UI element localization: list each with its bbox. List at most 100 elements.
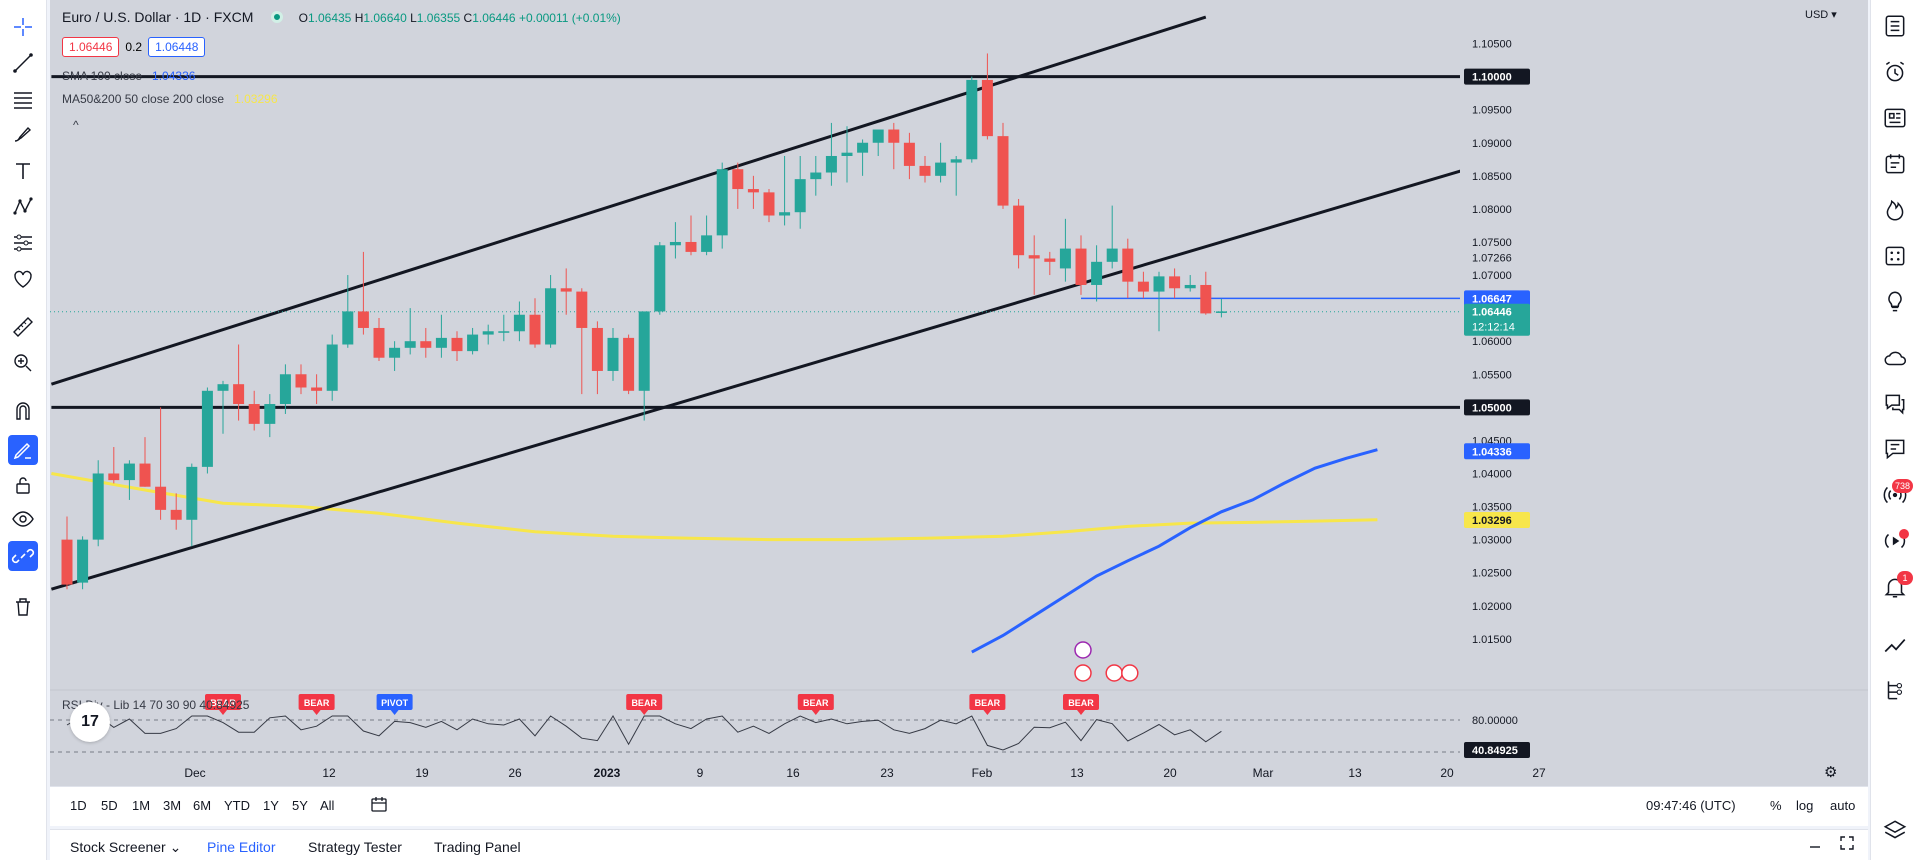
alarm-clock-icon[interactable] bbox=[1877, 54, 1913, 90]
symbol-title[interactable]: Euro / U.S. Dollar · 1D · FXCM bbox=[62, 9, 254, 25]
range-6m-button[interactable]: 6M bbox=[193, 798, 212, 813]
rsi-signal-pivot bbox=[376, 694, 413, 710]
tab-strategy-tester[interactable]: Strategy Tester bbox=[308, 839, 402, 855]
hotlists-fire-icon[interactable] bbox=[1877, 192, 1913, 228]
price-tag-last bbox=[1464, 303, 1530, 336]
sell-price-button[interactable]: 1.06446 bbox=[62, 37, 120, 57]
streams-cloud-icon[interactable] bbox=[1877, 340, 1913, 376]
buy-sell-panel: 1.06446 0.2 1.06448 bbox=[62, 37, 206, 57]
price-axis-tick: 1.02000 bbox=[1472, 601, 1512, 613]
rsi-signal-bear bbox=[626, 694, 663, 710]
range-1d-button[interactable]: 1D bbox=[70, 798, 87, 813]
collapse-legend-button[interactable]: ^ bbox=[73, 118, 79, 132]
minimize-panel-icon[interactable] bbox=[1806, 834, 1824, 855]
chart-pane[interactable]: 1.10500 1.10000 1.09500 1.09000 1.08500 1.080… bbox=[50, 0, 1868, 786]
pattern-icon[interactable] bbox=[8, 192, 38, 222]
tab-pine-editor[interactable]: Pine Editor bbox=[207, 839, 276, 855]
link-icon[interactable] bbox=[8, 541, 38, 571]
sma-indicator-legend[interactable]: SMA 100 close 1.04336 bbox=[62, 69, 196, 83]
brush-icon[interactable] bbox=[8, 120, 38, 150]
ohlc-values: O1.06435 H1.06640 L1.06355 C1.06446 +0.0… bbox=[298, 11, 621, 25]
text-icon[interactable] bbox=[8, 156, 38, 186]
utc-clock[interactable]: 09:47:46 (UTC) bbox=[1646, 798, 1736, 813]
ruler-icon[interactable] bbox=[8, 312, 38, 342]
currency-selector[interactable]: USD ▾ bbox=[1805, 9, 1837, 21]
range-5y-button[interactable]: 5Y bbox=[292, 798, 308, 813]
maximize-panel-icon[interactable] bbox=[1838, 834, 1856, 855]
horizontal-lines-icon[interactable] bbox=[8, 84, 38, 114]
bar-countdown: 12:12:14 bbox=[1472, 322, 1515, 334]
notifications-bell-icon[interactable]: 1 bbox=[1877, 569, 1913, 605]
time-axis-tick: 23 bbox=[880, 766, 894, 780]
tab-stock-screener[interactable]: Stock Screener ⌄ bbox=[70, 839, 182, 855]
data-window-icon[interactable] bbox=[1877, 238, 1913, 274]
crosshair-icon[interactable] bbox=[8, 12, 38, 42]
buy-price-button[interactable]: 1.06448 bbox=[148, 37, 206, 57]
price-tag-label: 1.05000 bbox=[1472, 402, 1512, 414]
date-range-icon[interactable] bbox=[369, 795, 389, 818]
calendar-icon[interactable] bbox=[1877, 146, 1913, 182]
time-axis[interactable]: Dec 12 19 26 2023 9 16 23 Feb 13 20 Mar 13 20 27 bbox=[50, 758, 1868, 786]
zoom-in-icon[interactable] bbox=[8, 348, 38, 378]
time-axis-tick: Feb bbox=[971, 766, 993, 780]
range-1m-button[interactable]: 1M bbox=[132, 798, 151, 813]
price-axis-tick: 1.03500 bbox=[1472, 502, 1512, 514]
time-axis-tick: 2023 bbox=[593, 766, 621, 780]
right-sidebar: 738 1 bbox=[1870, 0, 1917, 860]
candle-body bbox=[560, 288, 572, 292]
percent-scale-toggle[interactable]: % bbox=[1770, 798, 1782, 813]
candle-body bbox=[389, 347, 401, 358]
candle-body bbox=[498, 331, 510, 333]
chats-icon[interactable] bbox=[1877, 385, 1913, 421]
news-icon[interactable] bbox=[1877, 100, 1913, 136]
trash-icon[interactable] bbox=[8, 592, 38, 622]
price-chart[interactable]: 1.10500 1.10000 1.09500 1.09000 1.08500 1.080… bbox=[50, 0, 1868, 758]
lock-icon[interactable] bbox=[8, 470, 38, 500]
range-ytd-button[interactable]: YTD bbox=[224, 798, 250, 813]
heart-icon[interactable] bbox=[8, 264, 38, 294]
spread-value: 0.2 bbox=[125, 40, 143, 54]
tab-trading-panel[interactable]: Trading Panel bbox=[434, 839, 521, 855]
range-3m-button[interactable]: 3M bbox=[163, 798, 182, 813]
log-scale-toggle[interactable]: log bbox=[1796, 798, 1814, 813]
range-all-button[interactable]: All bbox=[320, 798, 335, 813]
candle-body bbox=[1028, 255, 1040, 259]
candle-body bbox=[123, 463, 135, 481]
candle-body bbox=[1091, 261, 1103, 285]
event-marker-icon bbox=[1074, 664, 1092, 682]
magnet-icon[interactable] bbox=[8, 396, 38, 426]
event-marker-icon bbox=[1121, 664, 1139, 682]
ma-indicator-legend[interactable]: MA50&200 50 close 200 close 1.03296 bbox=[62, 92, 278, 106]
tradingview-logo[interactable]: 17 bbox=[70, 702, 110, 742]
range-5d-button[interactable]: 5D bbox=[101, 798, 118, 813]
watchlist-icon[interactable] bbox=[1877, 8, 1913, 44]
alerts-broadcast-icon[interactable]: 738 bbox=[1877, 477, 1913, 513]
candle-body bbox=[888, 129, 900, 143]
messages-icon[interactable] bbox=[1877, 431, 1913, 467]
chart-settings-icon[interactable]: ⚙ bbox=[1824, 764, 1838, 781]
time-axis-tick: 26 bbox=[508, 766, 522, 780]
candle-body bbox=[950, 159, 962, 163]
rsi-signal-bear bbox=[1063, 694, 1099, 710]
signals-icon[interactable] bbox=[1877, 523, 1913, 559]
candle-body bbox=[1153, 276, 1165, 292]
ideas-lightbulb-icon[interactable] bbox=[1877, 284, 1913, 320]
drawing-toolbar bbox=[0, 0, 47, 860]
stay-in-drawing-mode-icon[interactable] bbox=[8, 435, 38, 465]
chevron-down-icon[interactable]: ⌄ bbox=[169, 839, 182, 855]
candle-body bbox=[1215, 311, 1227, 313]
auto-scale-toggle[interactable]: auto bbox=[1830, 798, 1856, 813]
trend-line-icon[interactable] bbox=[8, 48, 38, 78]
eye-icon[interactable] bbox=[8, 504, 38, 534]
object-tree-icon[interactable] bbox=[1877, 672, 1913, 708]
rsi-signal-label: BEAR bbox=[975, 698, 1001, 708]
candle-body bbox=[108, 473, 120, 481]
rsi-signal-bear bbox=[969, 694, 1006, 710]
candle-body bbox=[607, 337, 619, 371]
trading-panel-icon[interactable] bbox=[1877, 627, 1913, 663]
layers-icon[interactable] bbox=[1877, 812, 1913, 848]
range-1y-button[interactable]: 1Y bbox=[263, 798, 279, 813]
candle-body bbox=[233, 384, 245, 405]
forecast-icon[interactable] bbox=[8, 228, 38, 258]
